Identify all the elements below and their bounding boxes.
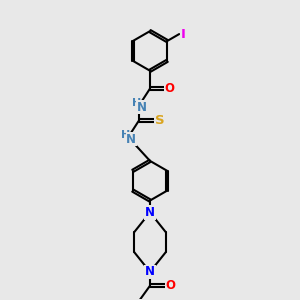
- Text: H: H: [131, 98, 141, 108]
- Text: I: I: [181, 28, 186, 40]
- Text: N: N: [145, 206, 155, 219]
- Text: O: O: [166, 279, 176, 292]
- Text: N: N: [145, 266, 155, 278]
- Text: N: N: [126, 133, 136, 146]
- Text: N: N: [137, 101, 147, 114]
- Text: H: H: [121, 130, 130, 140]
- Text: S: S: [155, 114, 165, 127]
- Text: O: O: [165, 82, 175, 95]
